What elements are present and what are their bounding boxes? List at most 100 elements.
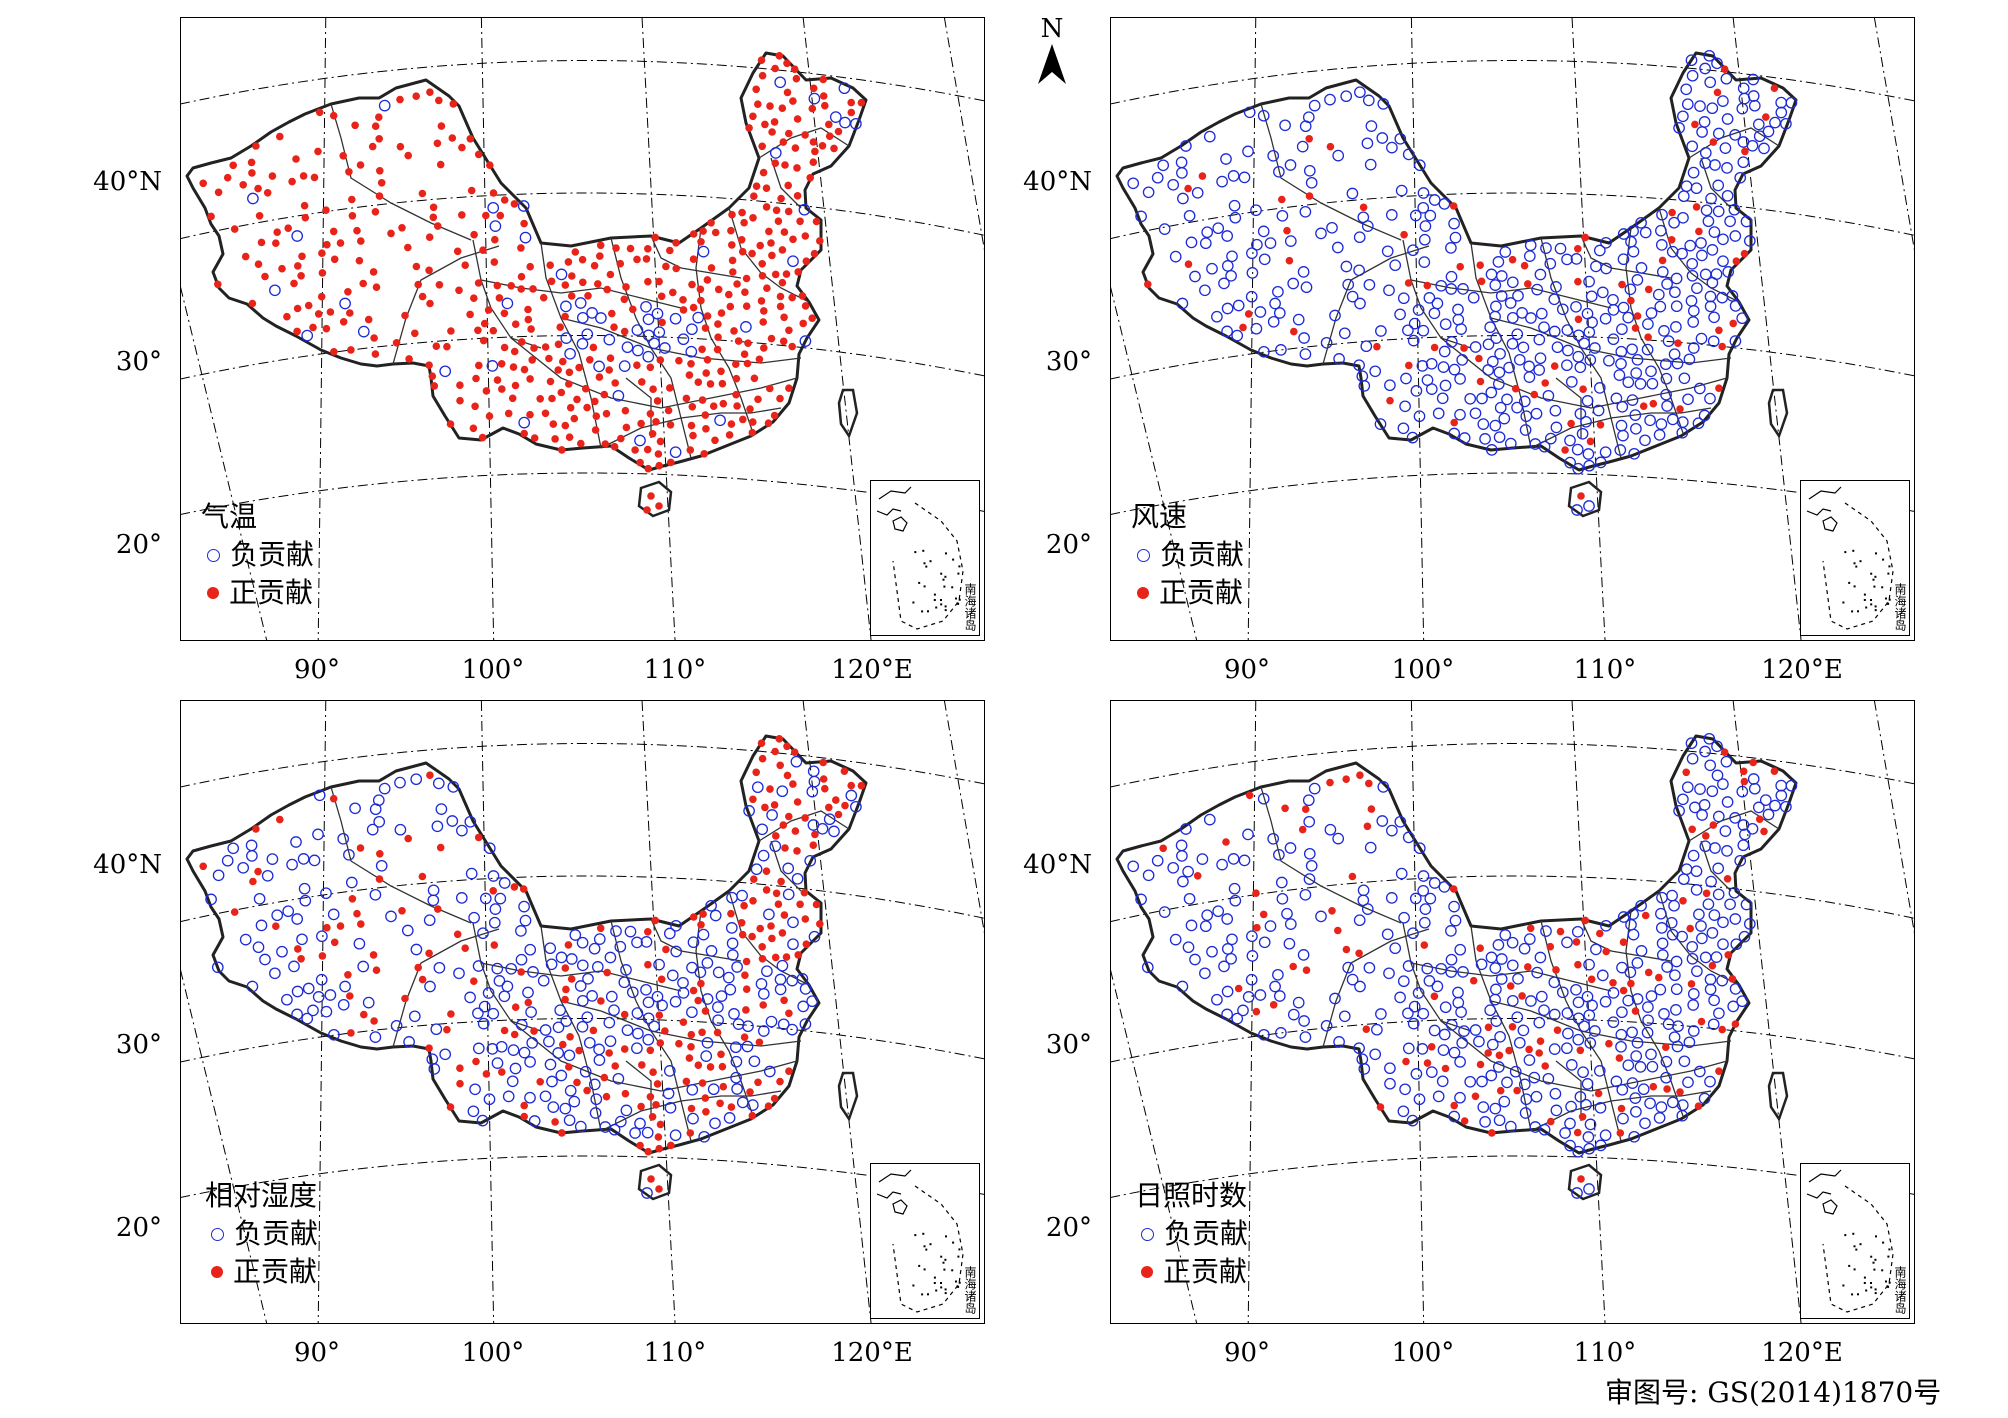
station-positive-marker (1715, 1067, 1723, 1075)
station-positive-marker (847, 98, 855, 107)
station-negative-marker (211, 961, 224, 974)
legend-negative-label: 负贡献 (1160, 538, 1245, 571)
province-border (480, 962, 682, 992)
province-border (392, 245, 500, 365)
lon-label-90: 90° (293, 655, 341, 685)
station-negative-marker (1556, 303, 1569, 316)
station-negative-marker (631, 1042, 643, 1055)
station-negative-marker (1583, 1009, 1596, 1022)
station-positive-marker (790, 748, 799, 756)
station-negative-marker (1571, 1187, 1583, 1199)
station-negative-marker (1419, 903, 1432, 915)
station-negative-marker (1457, 966, 1469, 978)
lat-label-30: 30° (115, 1030, 162, 1060)
station-positive-marker (840, 767, 849, 775)
station-negative-marker (488, 916, 501, 929)
station-negative-marker (1670, 955, 1683, 968)
station-negative-marker (1296, 140, 1309, 153)
inset-island (923, 585, 926, 588)
station-negative-marker (1656, 949, 1669, 961)
station-positive-marker (276, 132, 284, 141)
station-negative-marker (1513, 1036, 1526, 1049)
station-negative-marker (1698, 799, 1711, 811)
station-positive-marker (760, 344, 768, 352)
station-negative-marker (776, 959, 789, 972)
station-positive-marker (667, 1141, 675, 1150)
station-negative-marker (1577, 1066, 1589, 1079)
station-negative-marker (1581, 307, 1594, 320)
station-positive-marker (675, 1039, 683, 1048)
station-positive-marker (401, 994, 409, 1003)
station-negative-marker (1425, 1066, 1438, 1078)
station-positive-marker (589, 343, 598, 352)
station-positive-marker (370, 334, 378, 342)
station-positive-marker (355, 256, 364, 265)
station-positive-marker (782, 270, 791, 278)
station-negative-marker (1395, 867, 1408, 880)
station-positive-marker (329, 794, 338, 803)
station-negative-marker (539, 1024, 552, 1036)
station-positive-marker (504, 409, 513, 418)
station-negative-marker (1607, 293, 1619, 306)
station-positive-marker (682, 394, 691, 403)
station-positive-marker (1596, 929, 1604, 938)
station-positive-marker (1386, 396, 1394, 405)
station-negative-marker (1571, 443, 1584, 456)
station-negative-marker (1693, 382, 1706, 395)
graticule (181, 18, 984, 640)
station-negative-marker (1438, 881, 1451, 893)
station-positive-marker (1609, 979, 1617, 987)
station-positive-marker (1618, 280, 1626, 289)
station-positive-marker (780, 911, 789, 919)
station-negative-marker (791, 872, 804, 885)
station-negative-marker (1258, 345, 1270, 358)
open-circle-icon (207, 548, 220, 562)
station-negative-marker (1686, 752, 1699, 765)
station-negative-marker (357, 960, 370, 973)
station-negative-marker (1211, 993, 1223, 1006)
station-positive-marker (742, 302, 751, 311)
station-positive-marker (449, 100, 458, 108)
station-negative-marker (1423, 975, 1436, 987)
station-positive-marker (1302, 966, 1311, 974)
station-positive-marker (489, 887, 498, 895)
station-positive-marker (336, 239, 345, 247)
station-negative-marker (1607, 1016, 1620, 1029)
inset-island (940, 1286, 943, 1289)
station-positive-marker (776, 292, 785, 301)
station-negative-marker (1428, 877, 1441, 889)
inset-label: 南海诸岛 (963, 1266, 977, 1314)
station-positive-marker (317, 292, 326, 301)
station-positive-marker (637, 1102, 645, 1111)
station-positive-marker (396, 95, 404, 104)
station-negative-marker (297, 853, 310, 865)
station-negative-marker (1769, 116, 1781, 129)
variable-name: 风速 (1131, 500, 1188, 533)
station-negative-marker (1509, 1065, 1522, 1078)
inset-island (1842, 1284, 1845, 1287)
station-negative-marker (432, 777, 445, 790)
legend-positive-label: 正贡献 (1163, 1255, 1248, 1288)
station-negative-marker (1250, 322, 1263, 335)
station-negative-marker (1574, 361, 1587, 374)
station-positive-marker (310, 173, 319, 182)
station-negative-marker (467, 1105, 480, 1118)
legend-negative: 负贡献 (1135, 1215, 1248, 1253)
inset-island (1853, 1245, 1856, 1248)
station-negative-marker (1231, 329, 1244, 342)
inset-island (1885, 1280, 1887, 1283)
station-negative-marker (1721, 845, 1733, 857)
inset-island (958, 565, 961, 568)
station-negative-marker (574, 1120, 587, 1133)
station-positive-marker (626, 244, 635, 253)
station-negative-marker (1687, 316, 1700, 328)
station-negative-marker (1482, 364, 1495, 376)
north-label: N (1040, 14, 1064, 44)
station-negative-marker (1142, 186, 1155, 199)
station-negative-marker (1645, 307, 1658, 319)
station-negative-marker (1599, 995, 1612, 1008)
station-positive-marker (1644, 285, 1653, 294)
station-positive-marker (1577, 492, 1585, 500)
station-positive-marker (1709, 821, 1718, 829)
station-negative-marker (589, 1107, 602, 1119)
